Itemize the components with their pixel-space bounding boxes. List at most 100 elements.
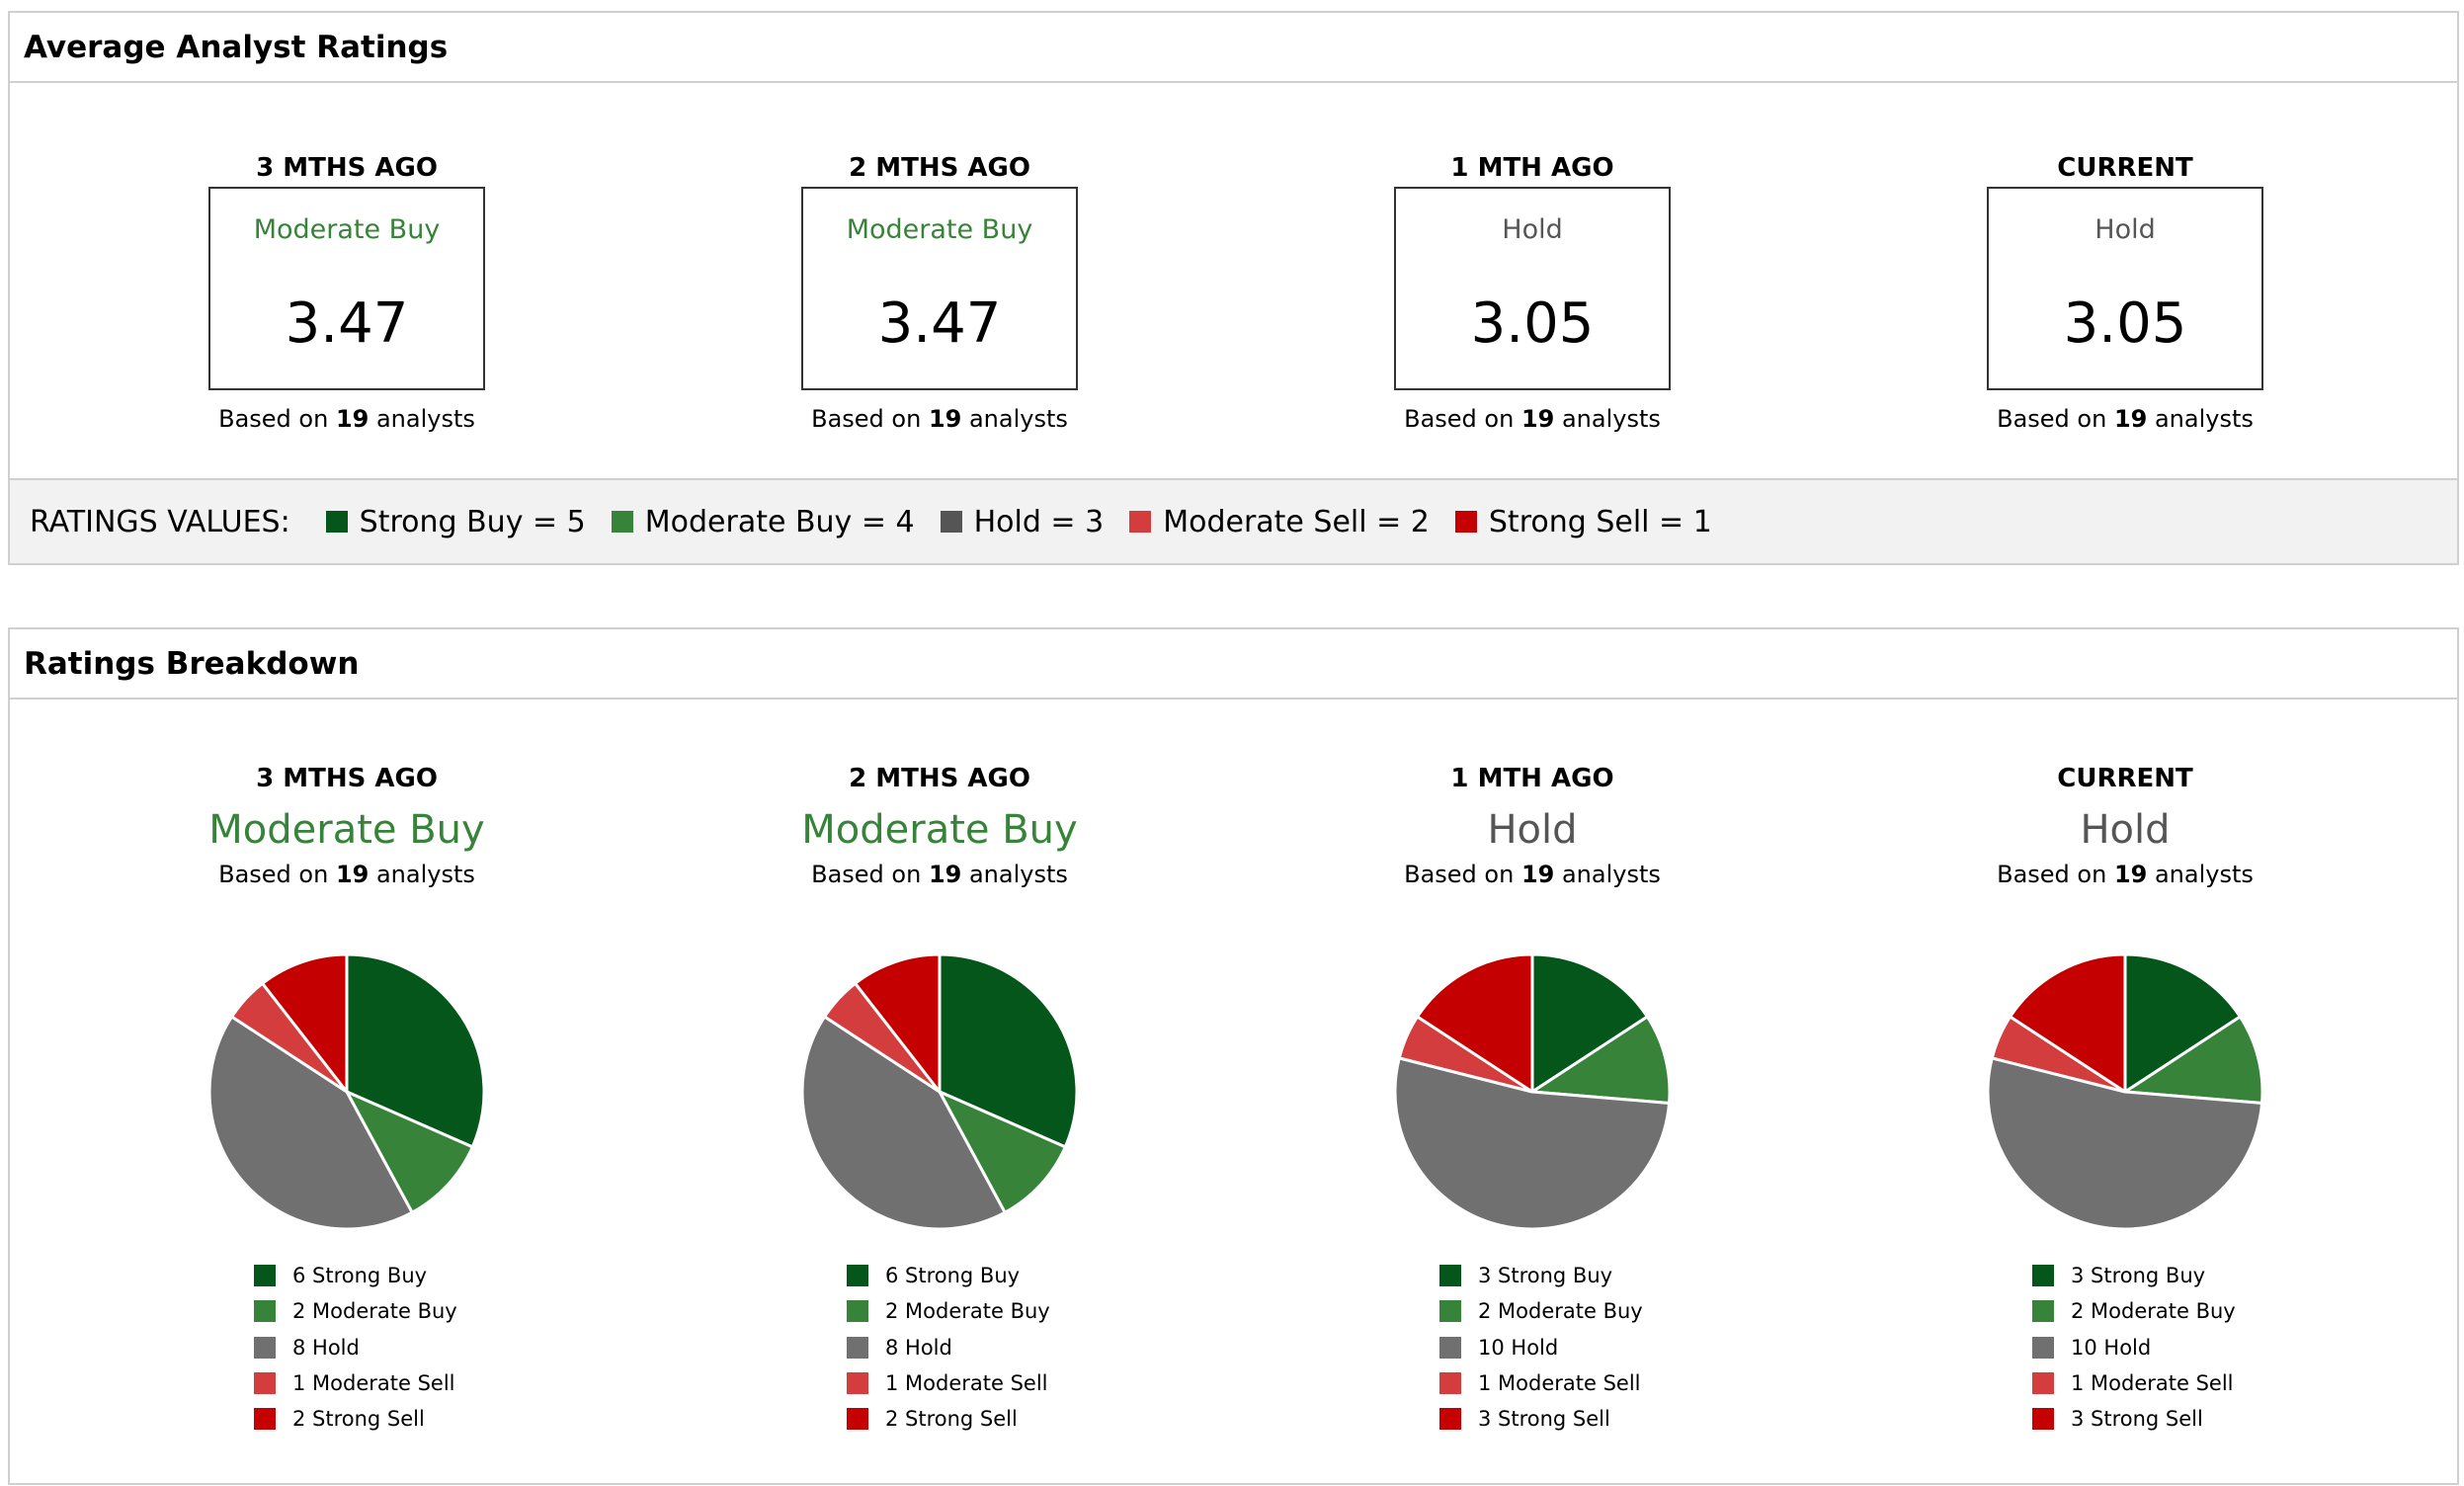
ratings-value-item: Strong Sell = 1 [1454, 505, 1712, 539]
analyst-count: 19 [335, 861, 370, 888]
pie-slice-moderate-buy [345, 1090, 474, 1214]
legend-swatch [254, 1336, 276, 1359]
pie-legend-item: 3 Strong Sell [1439, 1401, 1643, 1437]
rating-label: Moderate Buy [846, 214, 1033, 245]
pie-legend-label: 3 Strong Buy [1478, 1264, 1613, 1288]
ratings-pie-chart [1393, 952, 1672, 1231]
period-title: 3 MTHS AGO [256, 764, 438, 793]
based-suffix: analysts [369, 405, 475, 433]
pie-slice-hold [207, 1015, 414, 1231]
based-prefix: Based on [1404, 861, 1521, 888]
based-on-analysts: Based on 19 analysts [1829, 405, 2422, 433]
pie-legend-label: 2 Strong Sell [885, 1407, 1018, 1432]
rating-score: 3.47 [285, 291, 409, 356]
based-suffix: analysts [961, 405, 1068, 433]
pie-legend-item: 6 Strong Buy [847, 1258, 1050, 1293]
legend-swatch [2032, 1372, 2054, 1395]
based-on-analysts: Based on 19 analysts [1829, 861, 2422, 888]
based-prefix: Based on [1997, 861, 2114, 888]
pie-slice-strong-buy [938, 952, 1079, 1149]
pie-legend-item: 1 Moderate Sell [847, 1365, 1050, 1401]
pie-legend-label: 3 Strong Sell [1478, 1407, 1610, 1432]
rating-box: Moderate Buy 3.47 [801, 187, 1078, 390]
average-rating-column: 2 MTHS AGO Moderate Buy 3.47 Based on 19 an… [643, 153, 1236, 450]
pie-legend-label: 1 Moderate Sell [885, 1371, 1048, 1396]
based-on-analysts: Based on 19 analysts [50, 405, 643, 433]
analyst-count: 19 [1520, 405, 1555, 433]
pie-slice-hold [1393, 1056, 1672, 1231]
pie-legend-label: 8 Hold [292, 1335, 360, 1360]
ratings-value-label: Hold = 3 [973, 504, 1105, 539]
analyst-count: 19 [1520, 861, 1555, 888]
legend-swatch [254, 1300, 276, 1323]
pie-legend-label: 6 Strong Buy [885, 1264, 1021, 1288]
based-suffix: analysts [2147, 405, 2254, 433]
pie-legend-item: 2 Moderate Buy [1439, 1293, 1643, 1329]
pie-legend-item: 1 Moderate Sell [1439, 1365, 1643, 1401]
rating-box: Hold 3.05 [1987, 187, 2263, 390]
period-title: 1 MTH AGO [1450, 153, 1614, 183]
legend-swatch [2032, 1265, 2054, 1287]
based-on-analysts: Based on 19 analysts [1236, 405, 1829, 433]
ratings-pie-chart [800, 952, 1079, 1231]
pie-legend: 6 Strong Buy 2 Moderate Buy 8 Hold 1 Modera… [254, 1258, 457, 1437]
breakdown-column: CURRENT Hold Based on 19 analysts 3 Strong … [1829, 764, 2422, 1475]
ratings-values-label: RATINGS VALUES: [30, 504, 290, 539]
based-suffix: analysts [961, 861, 1068, 888]
legend-swatch [1439, 1336, 1461, 1359]
pie-slice-strong-buy [1530, 952, 1649, 1094]
legend-swatch [1439, 1408, 1461, 1431]
pie-legend-item: 10 Hold [1439, 1330, 1643, 1365]
breakdown-column: 1 MTH AGO Hold Based on 19 analysts 3 Stron… [1236, 764, 1829, 1475]
pie-legend-label: 2 Moderate Buy [292, 1299, 457, 1324]
pie-slice-strong-sell [2009, 952, 2127, 1094]
breakdown-column: 3 MTHS AGO Moderate Buy Based on 19 analys… [50, 764, 643, 1475]
rating-score: 3.05 [2063, 291, 2187, 356]
based-prefix: Based on [218, 405, 336, 433]
based-on-analysts: Based on 19 analysts [643, 405, 1236, 433]
based-on-analysts: Based on 19 analysts [1236, 861, 1829, 888]
rating-label: Moderate Buy [801, 807, 1078, 853]
analyst-count: 19 [928, 405, 962, 433]
pie-legend-item: 1 Moderate Sell [2032, 1365, 2236, 1401]
based-on-analysts: Based on 19 analysts [643, 861, 1236, 888]
period-title: 2 MTHS AGO [849, 764, 1030, 793]
legend-swatch [940, 511, 962, 533]
based-prefix: Based on [811, 861, 929, 888]
pie-legend-item: 3 Strong Buy [2032, 1258, 2236, 1293]
pie-legend-item: 6 Strong Buy [254, 1258, 457, 1293]
legend-swatch [847, 1336, 868, 1359]
legend-swatch [1439, 1265, 1461, 1287]
pie-legend-item: 2 Strong Sell [847, 1401, 1050, 1437]
legend-swatch [847, 1300, 868, 1323]
pie-slice-strong-sell [261, 952, 349, 1094]
pie-legend-item: 1 Moderate Sell [254, 1365, 457, 1401]
ratings-value-label: Strong Buy = 5 [359, 504, 586, 539]
period-title: 1 MTH AGO [1450, 764, 1614, 793]
pie-legend-item: 8 Hold [847, 1330, 1050, 1365]
based-prefix: Based on [1997, 405, 2114, 433]
pie-legend-label: 1 Moderate Sell [292, 1371, 455, 1396]
pie-slice-moderate-buy [1530, 1015, 1672, 1105]
pie-legend-item: 2 Moderate Buy [847, 1293, 1050, 1329]
pie-legend-label: 2 Moderate Buy [2071, 1299, 2236, 1324]
pie-slice-strong-sell [1416, 952, 1534, 1094]
ratings-value-label: Moderate Sell = 2 [1163, 504, 1430, 539]
average-rating-column: 1 MTH AGO Hold 3.05 Based on 19 analysts [1236, 153, 1829, 450]
legend-swatch [847, 1408, 868, 1431]
average-rating-column: CURRENT Hold 3.05 Based on 19 analysts [1829, 153, 2422, 450]
pie-legend-label: 8 Hold [885, 1335, 952, 1360]
ratings-pie-chart [1986, 952, 2264, 1231]
based-prefix: Based on [811, 405, 929, 433]
pie-slice-strong-buy [2123, 952, 2242, 1094]
average-rating-column: 3 MTHS AGO Moderate Buy 3.47 Based on 19 an… [50, 153, 643, 450]
pie-legend-label: 6 Strong Buy [292, 1264, 428, 1288]
analyst-count: 19 [928, 861, 962, 888]
rating-label: Hold [2080, 807, 2171, 853]
rating-label: Hold [1487, 807, 1578, 853]
rating-box: Moderate Buy 3.47 [208, 187, 485, 390]
pie-slice-moderate-buy [2123, 1015, 2264, 1105]
rating-score: 3.05 [1470, 291, 1595, 356]
pie-legend: 3 Strong Buy 2 Moderate Buy 10 Hold 1 Moder… [1439, 1258, 1643, 1437]
breakdown-column: 2 MTHS AGO Moderate Buy Based on 19 analys… [643, 764, 1236, 1475]
